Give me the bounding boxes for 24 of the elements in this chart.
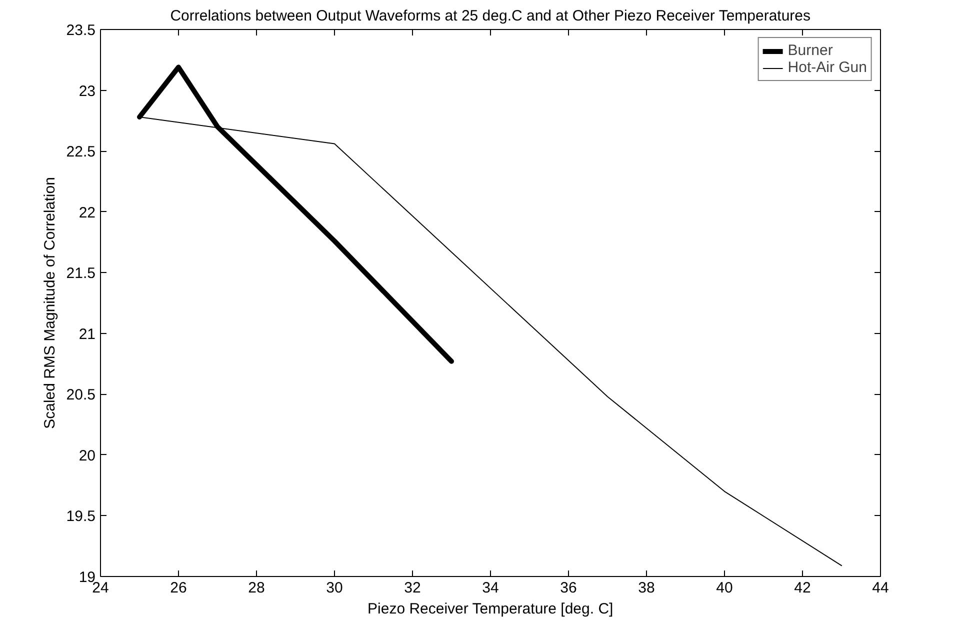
x-tick-label: 32 [404,580,421,596]
x-tick-label: 26 [170,580,187,596]
y-tick-label: 22 [78,204,96,222]
x-tick-label: 38 [638,580,655,596]
x-tick-label: 44 [872,580,889,596]
y-tick-label: 22.5 [66,144,96,161]
y-tick-label: 20.5 [66,386,96,404]
x-tick-label: 34 [482,580,499,596]
y-tick-label: 21 [78,326,96,343]
y-tick-label: 21.5 [66,265,96,282]
x-tick-label: 40 [716,580,733,596]
chart-title: Correlations between Output Waveforms at 25 deg.C and at Other Piezo Receiver Temperatures [170,8,811,24]
y-tick-label: 23.5 [66,22,96,39]
x-tick-label: 36 [560,580,577,596]
legend-label: Burner [788,42,833,59]
y-tick-label: 23 [78,82,96,100]
y-tick-label: 19.5 [66,508,96,526]
x-axis-title: Piezo Receiver Temperature [deg. C] [368,600,614,618]
y-tick-label: 20 [78,447,96,464]
x-tick-label: 42 [794,580,811,596]
x-tick-label: 28 [248,580,265,596]
x-tick-label: 30 [326,580,343,596]
y-axis-title: Scaled RMS Magnitude of Correlation [41,177,58,429]
legend-label: Hot-Air Gun [788,59,867,76]
